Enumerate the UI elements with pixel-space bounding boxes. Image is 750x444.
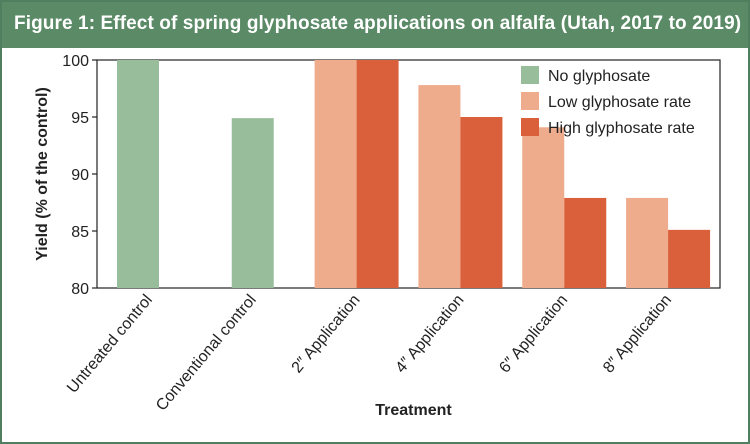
x-tick-label-4-application: 4″ Application xyxy=(392,292,467,377)
bar-4-application-high-glyphosate-rate xyxy=(460,117,503,288)
bar-6-application-low-glyphosate-rate xyxy=(522,127,565,288)
bar-conventional-control-no-glyphosate xyxy=(231,118,274,288)
x-tick-label-6-application: 6″ Application xyxy=(496,292,571,377)
y-tick-label-100: 100 xyxy=(62,53,89,70)
x-tick-label-8-application: 8″ Application xyxy=(600,292,675,377)
bar-6-application-high-glyphosate-rate xyxy=(564,197,607,288)
legend-label-low-glyphosate-rate: Low glyphosate rate xyxy=(548,94,691,111)
x-tick-label-conventional-control: Conventional control xyxy=(153,292,260,415)
y-tick-label-80: 80 xyxy=(71,281,89,298)
x-tick-label-untreated-control: Untreated control xyxy=(64,292,156,397)
y-axis-title: Yield (% of the control) xyxy=(34,87,51,261)
y-tick-label-90: 90 xyxy=(71,167,89,184)
legend-swatch-low-glyphosate-rate xyxy=(521,92,539,110)
y-tick-label-95: 95 xyxy=(71,110,89,127)
figure-title: Figure 1: Effect of spring glyphosate ap… xyxy=(14,13,742,34)
x-tick-label-2-application: 2″ Application xyxy=(289,292,364,377)
bar-2-application-low-glyphosate-rate xyxy=(314,60,357,288)
x-axis-title: Treatment xyxy=(375,402,452,419)
legend-label-high-glyphosate-rate: High glyphosate rate xyxy=(548,120,695,137)
bar-untreated-control-no-glyphosate xyxy=(117,60,159,288)
legend-swatch-high-glyphosate-rate xyxy=(521,118,539,136)
y-tick-label-85: 85 xyxy=(71,224,89,241)
bar-8-application-high-glyphosate-rate xyxy=(668,229,711,288)
figure-header: Figure 1: Effect of spring glyphosate ap… xyxy=(2,2,748,48)
legend-label-no-glyphosate: No glyphosate xyxy=(548,68,650,85)
legend-swatch-no-glyphosate xyxy=(521,66,539,84)
bar-2-application-high-glyphosate-rate xyxy=(356,60,399,288)
bar-8-application-low-glyphosate-rate xyxy=(626,197,669,288)
bar-4-application-low-glyphosate-rate xyxy=(418,85,461,288)
